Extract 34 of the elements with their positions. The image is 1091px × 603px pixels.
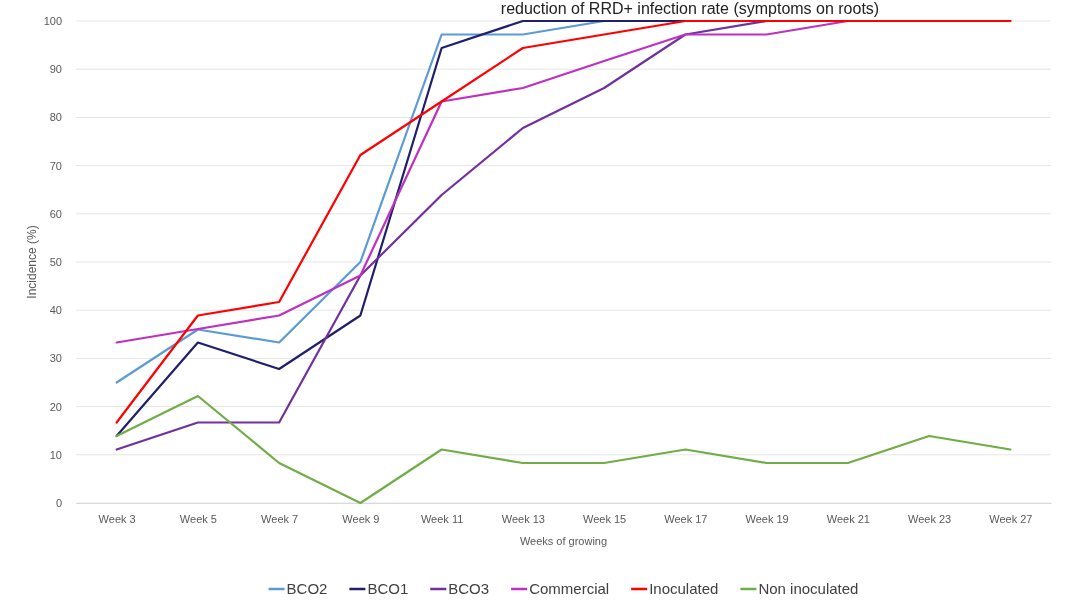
y-tick-label: 100 bbox=[43, 15, 62, 28]
x-tick-label: Week 27 bbox=[989, 512, 1033, 525]
y-tick-label: 0 bbox=[55, 497, 62, 510]
legend-label: BCO3 bbox=[448, 580, 490, 597]
legend-label: Non inoculated bbox=[758, 580, 859, 597]
line-series bbox=[115, 19, 1012, 424]
y-tick-label: 10 bbox=[49, 448, 62, 461]
y-tick-label: 50 bbox=[49, 256, 62, 269]
y-tick-label: 40 bbox=[49, 304, 62, 317]
y-tick-label: 80 bbox=[49, 111, 62, 124]
legend-label: BCO1 bbox=[367, 580, 409, 597]
x-tick-label: Week 5 bbox=[179, 512, 217, 525]
chart-title: reduction of RRD+ infection rate (symptoms on roots) bbox=[500, 0, 880, 17]
y-axis-title: Incidence (%) bbox=[25, 225, 39, 299]
y-tick-label: 60 bbox=[49, 207, 62, 220]
y-tick-label: 30 bbox=[49, 352, 62, 365]
x-tick-label: Week 15 bbox=[583, 512, 627, 525]
x-tick-label: Week 19 bbox=[745, 512, 789, 525]
x-tick-label: Week 9 bbox=[342, 512, 380, 525]
legend-label: Commercial bbox=[529, 580, 610, 597]
legend-label: BCO2 bbox=[286, 580, 328, 597]
x-tick-label: Week 23 bbox=[908, 512, 952, 525]
line-series bbox=[115, 394, 1012, 505]
x-tick-label: Week 3 bbox=[98, 512, 136, 525]
y-tick-label: 70 bbox=[49, 159, 62, 172]
x-tick-label: Week 17 bbox=[664, 512, 708, 525]
x-tick-label: Week 11 bbox=[420, 512, 464, 525]
y-tick-label: 20 bbox=[49, 400, 62, 413]
x-tick-label: Week 21 bbox=[826, 512, 870, 525]
x-tick-label: Week 13 bbox=[501, 512, 545, 525]
x-axis-title: Weeks of growing bbox=[519, 535, 608, 547]
legend-label: Inoculated bbox=[649, 580, 719, 597]
y-tick-label: 90 bbox=[49, 63, 62, 76]
x-tick-label: Week 7 bbox=[261, 512, 299, 525]
